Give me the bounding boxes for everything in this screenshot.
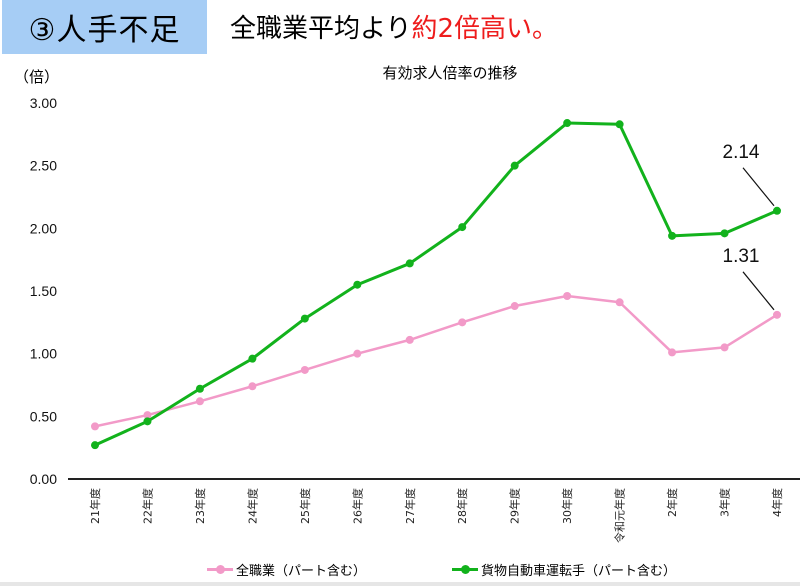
x-tick-label: 令和元年度 — [613, 488, 627, 543]
headline-highlight: 約2倍高い。 — [411, 14, 559, 44]
x-tick-label: 22年度 — [140, 488, 154, 524]
data-point — [458, 223, 467, 232]
x-tick-label: 26年度 — [350, 488, 364, 524]
section-badge-label: ③人手不足 — [28, 13, 181, 48]
data-point — [720, 343, 729, 352]
x-axis-ticks: 21年度 22年度 23年度 24年度 25年度 26年度 27年度 28年度 29年度 30年度… — [88, 488, 784, 543]
data-point — [143, 411, 152, 420]
y-tick-label: 2.50 — [30, 158, 57, 174]
legend-marker-pink — [207, 565, 233, 574]
data-point — [563, 292, 572, 301]
x-tick-label: 23年度 — [193, 488, 207, 524]
data-point — [248, 382, 257, 391]
y-tick-label: 1.50 — [30, 283, 57, 299]
data-point — [405, 335, 414, 344]
x-tick-label: 30年度 — [560, 488, 574, 524]
headline-prefix: 全職業平均より — [230, 14, 412, 44]
data-point — [195, 397, 204, 406]
legend-item-truck-drivers[interactable]: 貨物自動車運転手（パート含む） — [452, 560, 676, 579]
data-annotations: 2.14 1.31 — [723, 142, 775, 311]
x-tick-label: 4年度 — [770, 488, 784, 517]
data-point — [720, 229, 729, 238]
data-point — [248, 354, 257, 363]
data-point — [615, 298, 624, 307]
series-lines — [91, 119, 781, 450]
data-point — [773, 310, 781, 319]
y-axis-ticks: 0.00 0.50 1.00 1.50 2.00 2.50 3.00 — [30, 95, 57, 487]
data-point — [143, 417, 152, 426]
annotation-leader-line — [742, 271, 775, 311]
legend-marker-green — [452, 565, 478, 574]
annotation-value: 2.14 — [723, 142, 760, 163]
y-tick-label: 3.00 — [30, 95, 57, 111]
data-point — [300, 365, 309, 374]
legend-item-all-occupations[interactable]: 全職業（パート含む） — [207, 560, 366, 579]
truck-driver-line — [94, 121, 778, 447]
y-tick-label: 1.00 — [30, 346, 57, 362]
legend-label: 貨物自動車運転手（パート含む） — [481, 564, 677, 579]
data-point — [563, 119, 572, 128]
section-badge: ③人手不足 — [2, 0, 207, 54]
y-tick-label: 0.50 — [30, 408, 57, 424]
y-tick-label: 2.00 — [30, 220, 57, 236]
chart-title: 有効求人倍率の推移 — [382, 64, 518, 82]
data-point — [353, 349, 362, 358]
headline: 全職業平均より約2倍高い。 — [230, 8, 558, 45]
x-tick-label: 3年度 — [718, 488, 732, 517]
x-tick-label: 27年度 — [403, 488, 417, 524]
annotation-leader-line — [742, 167, 775, 207]
legend-label: 全職業（パート含む） — [236, 564, 367, 579]
all-occupations-line — [94, 294, 778, 428]
data-point — [458, 318, 467, 327]
data-point — [510, 302, 519, 311]
annotation-value: 1.31 — [723, 246, 760, 267]
x-tick-label: 24年度 — [245, 488, 259, 524]
data-point — [615, 120, 624, 129]
data-point — [195, 384, 204, 393]
data-point — [91, 422, 99, 431]
y-tick-label: 0.00 — [30, 471, 57, 487]
x-tick-label: 25年度 — [298, 488, 312, 524]
data-point — [300, 314, 309, 323]
data-point — [668, 231, 677, 240]
data-point — [510, 161, 519, 170]
x-tick-label: 29年度 — [508, 488, 522, 524]
bottom-divider — [0, 582, 800, 586]
x-tick-label: 21年度 — [88, 488, 102, 524]
data-point — [91, 441, 99, 450]
data-point — [773, 206, 781, 215]
y-axis-unit: （倍） — [14, 68, 60, 86]
x-tick-label: 28年度 — [455, 488, 469, 524]
x-tick-label: 2年度 — [665, 488, 679, 517]
data-point — [668, 348, 677, 357]
chart-legend: 全職業（パート含む） 貨物自動車運転手（パート含む） — [0, 560, 800, 582]
data-point — [405, 259, 414, 268]
data-point — [353, 280, 362, 289]
